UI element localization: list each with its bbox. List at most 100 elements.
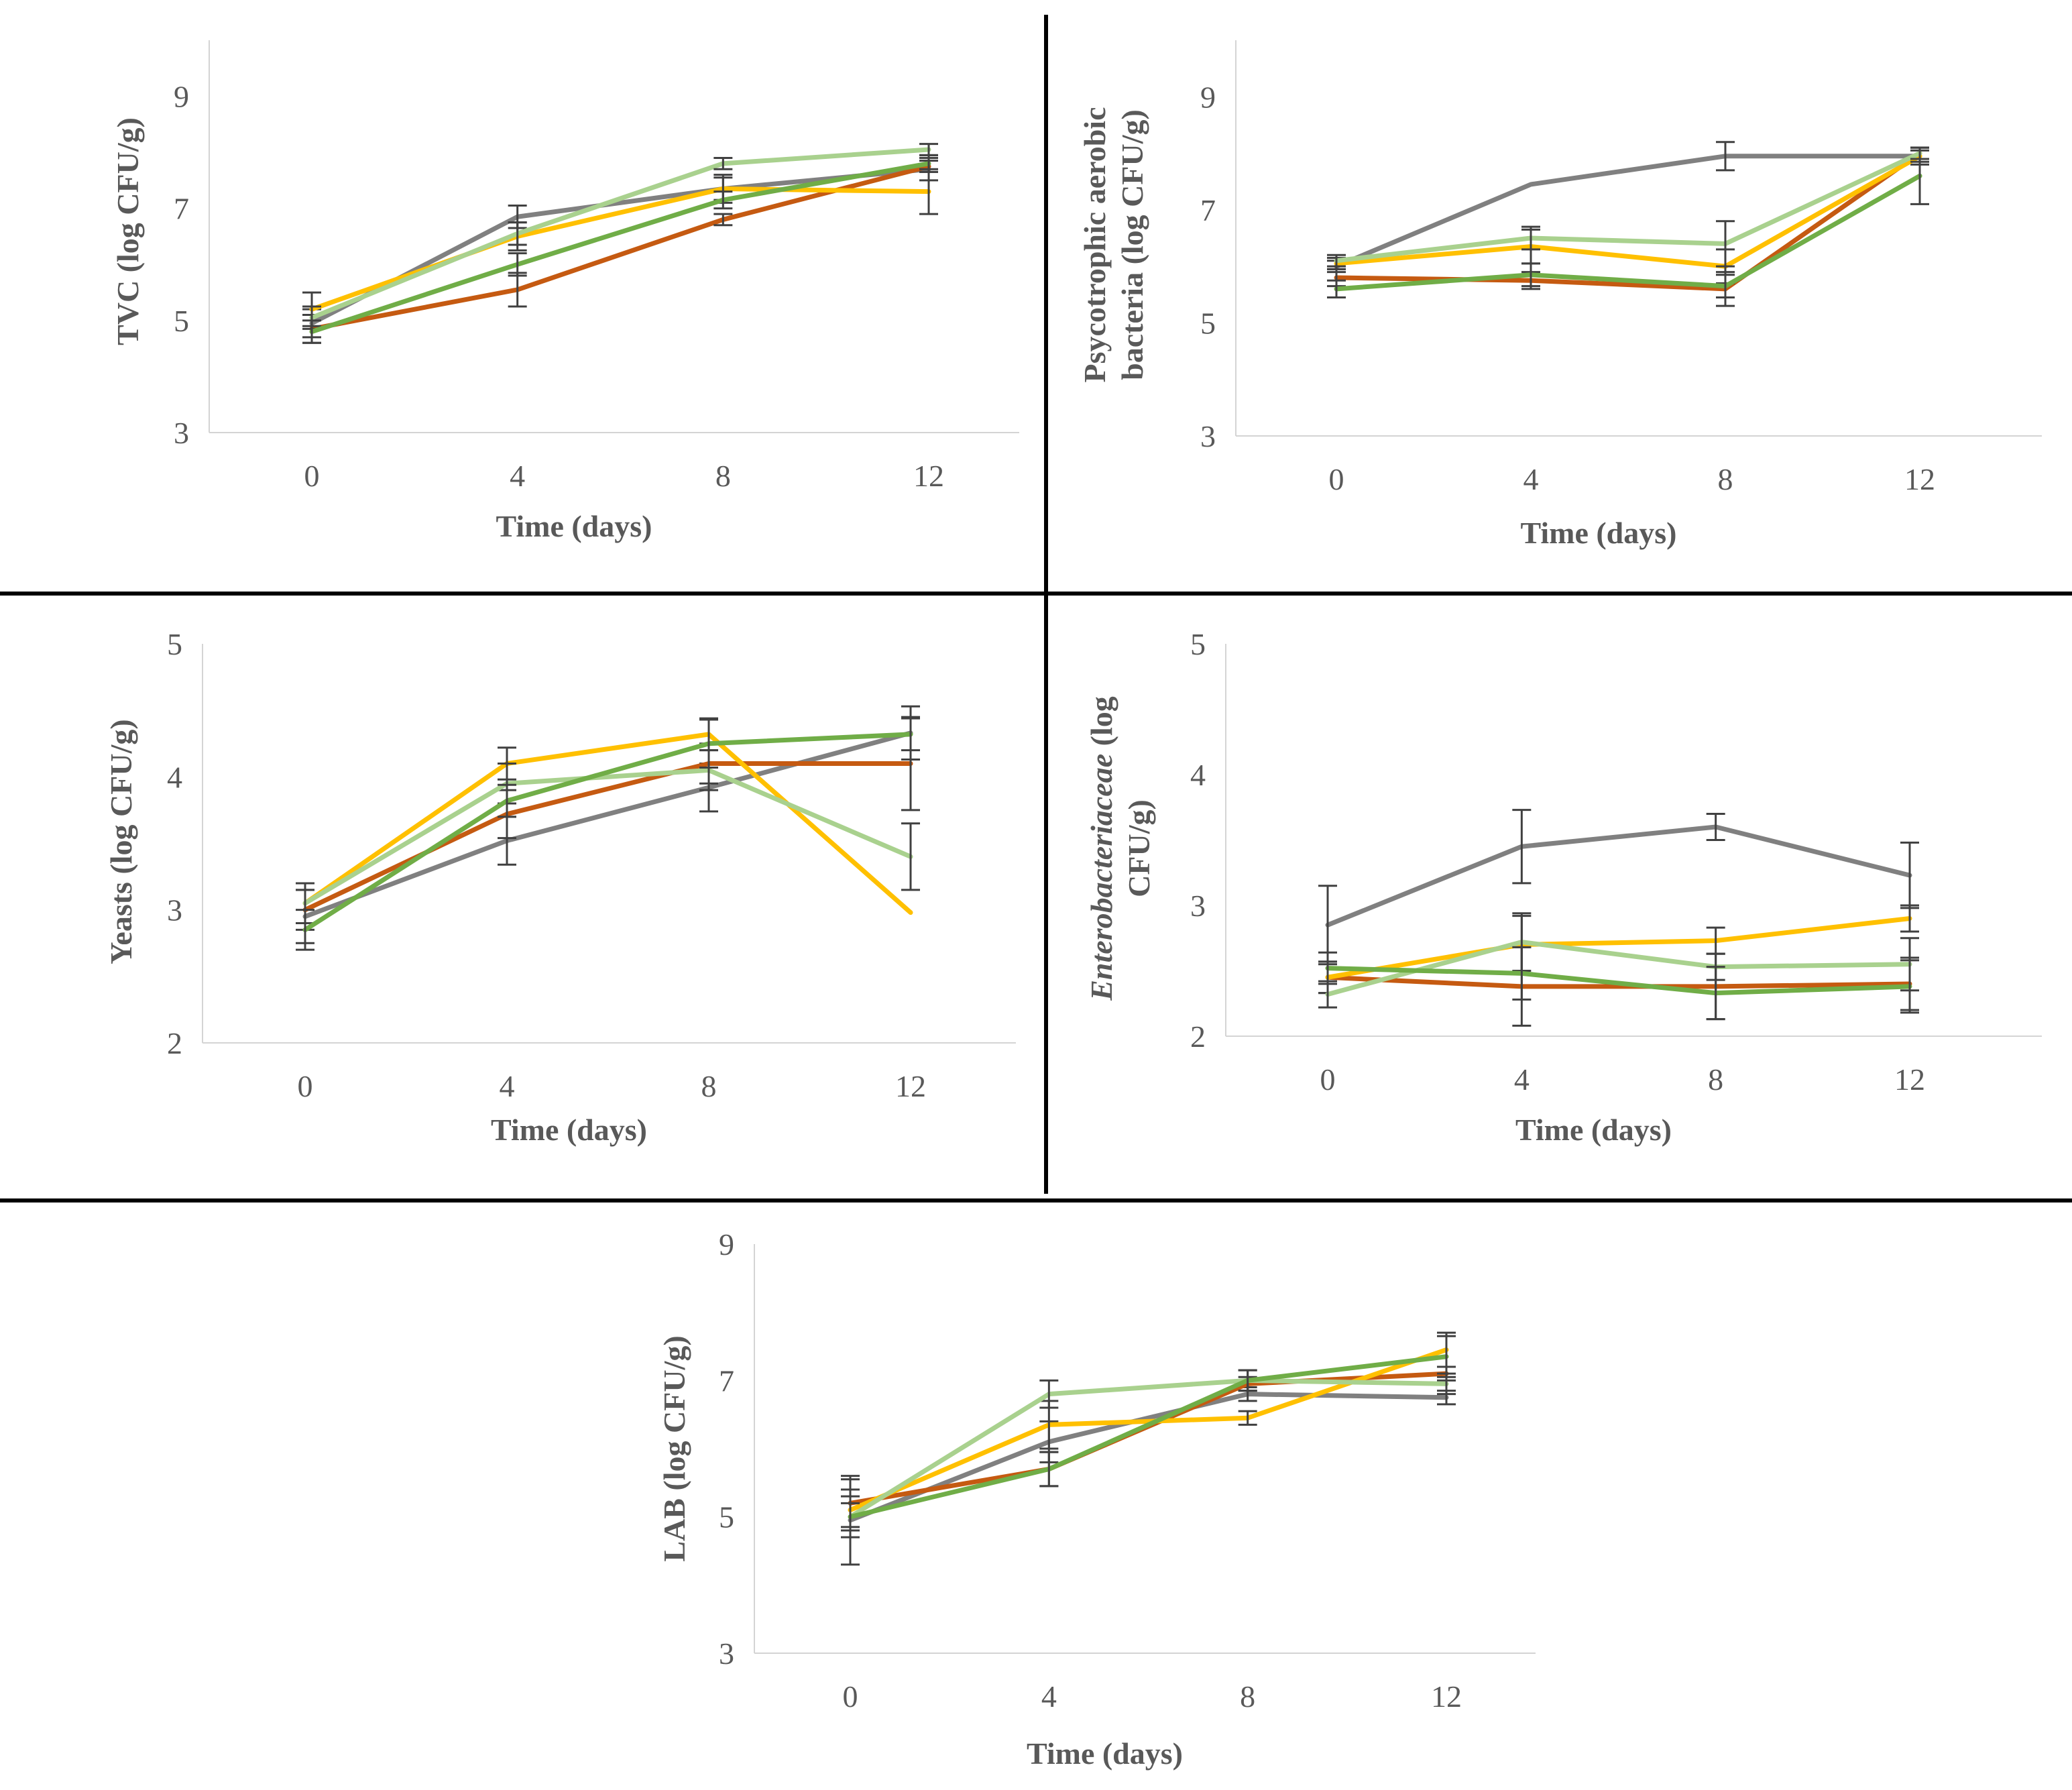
y-tick-label: 7 xyxy=(1200,193,1216,227)
y-tick-label: 3 xyxy=(167,893,182,928)
error-bar xyxy=(901,822,920,891)
y-tick-label: 4 xyxy=(167,760,182,794)
error-bar xyxy=(1716,141,1735,172)
error-bar xyxy=(713,157,733,170)
series-line-4 xyxy=(309,147,931,321)
error-bar xyxy=(1706,966,1725,1021)
chart-enterobacteriaceae: 2 3 4 5 0 4 8 12 Time (days) Enterobacteriaceae (… xyxy=(1084,627,2042,1147)
series-line-2 xyxy=(302,761,913,913)
y-tick-label: 5 xyxy=(1200,306,1216,340)
error-bar xyxy=(1327,254,1346,268)
error-bar xyxy=(919,154,938,173)
y-axis-title: TVC (log CFU/g) xyxy=(111,117,145,345)
error-bar xyxy=(1521,225,1540,251)
x-tick-label: 4 xyxy=(1514,1062,1530,1097)
x-tick-label: 0 xyxy=(1329,462,1344,496)
y-tick-label: 2 xyxy=(167,1026,182,1060)
y-tick-label: 4 xyxy=(1190,758,1206,792)
error-bar xyxy=(1716,220,1735,268)
y-tick-label: 2 xyxy=(1190,1019,1206,1054)
series-line-1 xyxy=(309,166,931,326)
error-bar xyxy=(1238,1410,1257,1426)
y-tick-label: 7 xyxy=(719,1363,734,1398)
y-tick-label: 9 xyxy=(1200,80,1216,114)
error-bar xyxy=(498,783,516,818)
x-tick-label: 4 xyxy=(1041,1679,1057,1714)
series-line-3 xyxy=(302,732,913,915)
series-line-2 xyxy=(1325,974,1912,989)
series-line-5 xyxy=(309,161,931,335)
error-bar xyxy=(1327,279,1346,298)
series-line-1 xyxy=(848,1392,1449,1523)
error-bar xyxy=(841,1502,860,1532)
y-axis-title: Yeasts (log CFU/g) xyxy=(104,719,138,964)
series-line-3 xyxy=(1325,916,1912,980)
x-tick-label: 4 xyxy=(1523,462,1539,496)
y-tick-label: 9 xyxy=(719,1227,734,1262)
x-tick-label: 8 xyxy=(1240,1679,1255,1714)
x-axis-title: Time (days) xyxy=(491,1113,647,1147)
series-line-5 xyxy=(302,732,913,932)
error-bar xyxy=(1039,1379,1059,1409)
y-axis-title: Psycotrophic aerobic xyxy=(1078,107,1112,383)
error-bar xyxy=(1521,262,1540,288)
series-line-5 xyxy=(1334,173,1922,292)
x-tick-label: 12 xyxy=(1431,1679,1462,1714)
x-tick-label: 8 xyxy=(701,1069,717,1103)
y-tick-label: 3 xyxy=(1190,889,1206,923)
series-line-3 xyxy=(1334,154,1922,269)
x-tick-label: 12 xyxy=(895,1069,926,1103)
x-axis-title: Time (days) xyxy=(1521,516,1677,550)
x-tick-label: 12 xyxy=(913,459,944,493)
error-bar xyxy=(1706,813,1725,841)
x-tick-label: 8 xyxy=(1718,462,1733,496)
x-tick-label: 0 xyxy=(304,459,320,493)
y-tick-label: 5 xyxy=(719,1500,734,1534)
x-tick-label: 0 xyxy=(298,1069,313,1103)
error-bar xyxy=(1512,809,1532,885)
error-bar xyxy=(713,190,733,210)
error-bar xyxy=(508,252,527,277)
chart-tvc: 3 5 7 9 0 4 8 12 Time (days) TVC (log CFU/g) xyxy=(111,40,1019,543)
y-axis-title: LAB (log CFU/g) xyxy=(657,1335,691,1561)
error-bar xyxy=(713,213,733,227)
series-line-4 xyxy=(1334,151,1922,264)
series-line-1 xyxy=(1325,824,1912,928)
series-line-1 xyxy=(302,730,913,919)
x-axis-title: Time (days) xyxy=(1027,1736,1183,1771)
error-bar xyxy=(1910,146,1929,205)
error-bar xyxy=(1437,1335,1456,1378)
series-line-4 xyxy=(1325,940,1912,997)
series-line-2 xyxy=(1334,151,1922,292)
series-line-5 xyxy=(848,1354,1449,1520)
chart-psychrotrophic: 3 5 7 9 0 4 8 12 Time (days) Psycotrophic aerobic… xyxy=(1078,40,2042,550)
error-bar xyxy=(1900,959,1919,1014)
x-tick-label: 4 xyxy=(510,459,525,493)
chart-lab: 3 5 7 9 0 4 8 12 Time (days) LAB (log CFU/g) xyxy=(657,1227,1536,1771)
x-tick-label: 0 xyxy=(843,1679,858,1714)
error-bar xyxy=(508,221,527,246)
series-line-3 xyxy=(309,186,931,312)
y-tick-label: 9 xyxy=(174,80,189,114)
series-line-4 xyxy=(848,1378,1449,1520)
error-bar xyxy=(296,909,314,951)
error-bar xyxy=(302,319,321,344)
y-tick-label: 3 xyxy=(719,1636,734,1671)
y-tick-label: 7 xyxy=(174,192,189,226)
y-tick-label: 5 xyxy=(174,304,189,338)
series-line-1 xyxy=(1334,154,1922,269)
error-bar xyxy=(1238,1369,1257,1392)
error-bar xyxy=(1716,274,1735,298)
y-tick-label: 3 xyxy=(1200,419,1216,453)
chart-yeasts: 2 3 4 5 0 4 8 12 Time (days) Yeasts (log CFU/g) xyxy=(104,627,1016,1147)
error-bar xyxy=(901,717,920,752)
x-tick-label: 4 xyxy=(500,1069,515,1103)
x-tick-label: 12 xyxy=(1894,1062,1925,1097)
error-bar xyxy=(1318,951,1337,985)
y-tick-label: 5 xyxy=(1190,627,1206,661)
x-axis-title: Time (days) xyxy=(496,509,652,543)
series-line-2 xyxy=(309,164,931,331)
y-axis-title: bacteria (log CFU/g) xyxy=(1115,109,1149,380)
y-tick-label: 3 xyxy=(174,416,189,450)
x-tick-label: 12 xyxy=(1904,462,1935,496)
